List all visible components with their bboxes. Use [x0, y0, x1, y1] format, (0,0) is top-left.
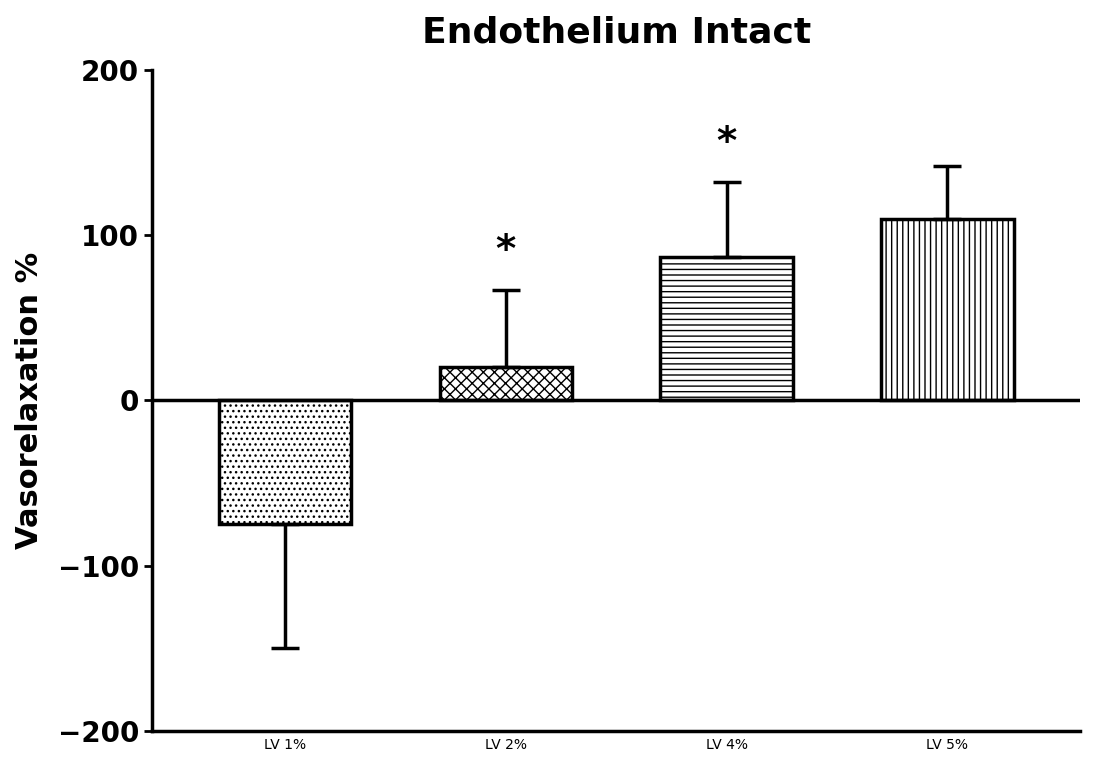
- Bar: [881, 219, 1014, 400]
- Bar: [439, 367, 572, 400]
- Bar: [219, 400, 351, 525]
- Y-axis label: Vasorelaxation %: Vasorelaxation %: [15, 252, 44, 549]
- Text: *: *: [496, 232, 516, 270]
- Bar: [660, 257, 793, 400]
- Text: *: *: [716, 124, 737, 163]
- Title: Endothelium Intact: Endothelium Intact: [422, 15, 811, 49]
